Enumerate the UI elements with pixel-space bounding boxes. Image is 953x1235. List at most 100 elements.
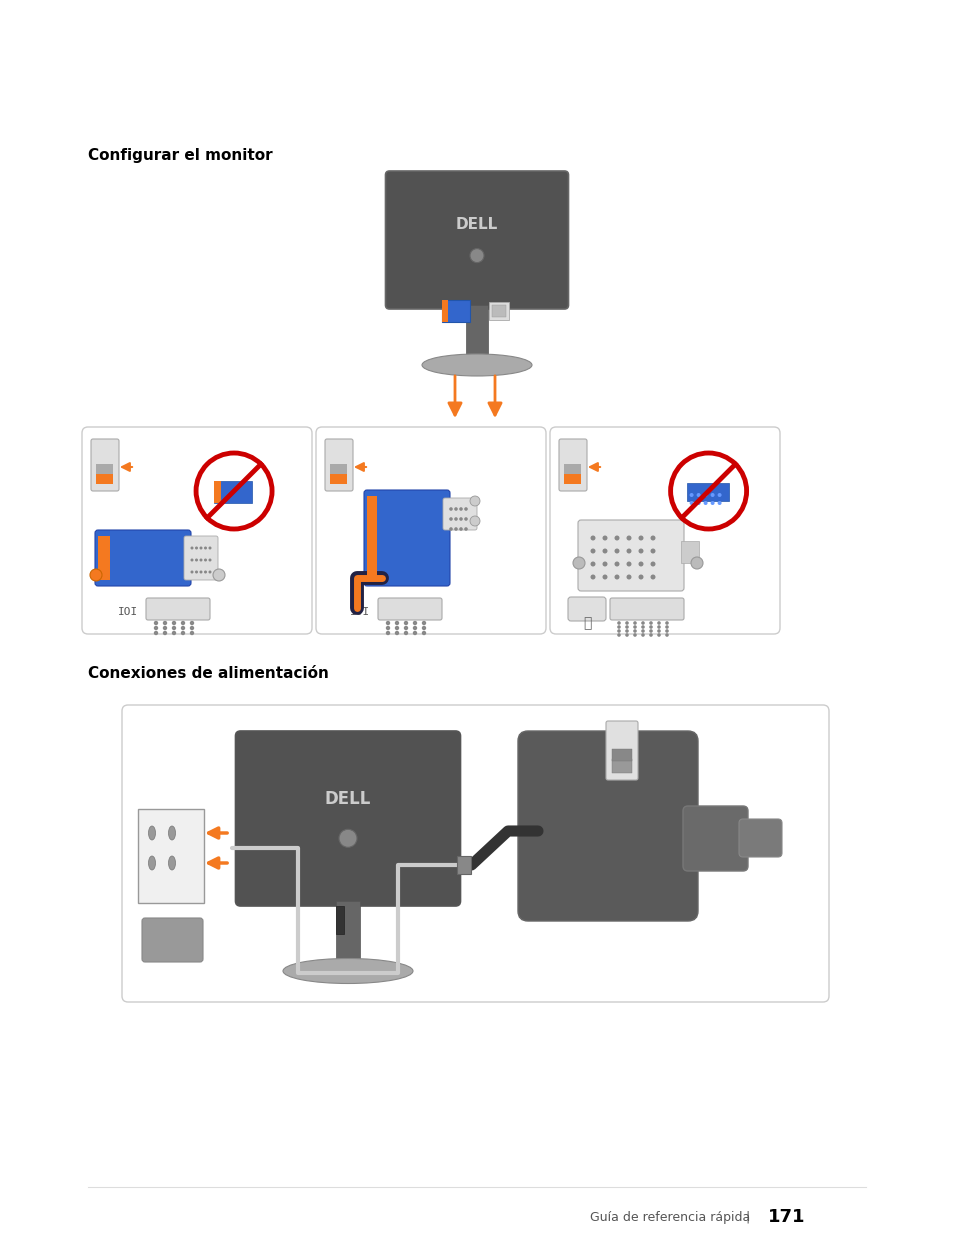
Circle shape <box>190 626 194 630</box>
Circle shape <box>617 629 620 632</box>
Circle shape <box>696 493 700 496</box>
Bar <box>330 464 347 474</box>
Circle shape <box>458 517 462 521</box>
Circle shape <box>449 517 453 521</box>
Circle shape <box>191 571 193 573</box>
Ellipse shape <box>149 856 155 869</box>
Bar <box>489 303 509 320</box>
Circle shape <box>190 631 194 635</box>
FancyBboxPatch shape <box>95 530 191 585</box>
FancyBboxPatch shape <box>442 498 476 530</box>
Bar <box>686 483 728 501</box>
Circle shape <box>650 574 655 579</box>
Circle shape <box>657 625 660 629</box>
Bar <box>213 480 252 503</box>
Circle shape <box>657 621 660 625</box>
FancyBboxPatch shape <box>122 705 828 1002</box>
Circle shape <box>717 501 720 505</box>
Ellipse shape <box>283 958 413 983</box>
Circle shape <box>614 574 618 579</box>
Circle shape <box>626 536 631 541</box>
Circle shape <box>458 527 462 531</box>
Bar <box>441 300 470 322</box>
Circle shape <box>689 493 693 496</box>
FancyBboxPatch shape <box>325 438 353 492</box>
Circle shape <box>199 547 202 550</box>
Circle shape <box>190 621 194 625</box>
Bar <box>612 748 631 761</box>
FancyBboxPatch shape <box>682 806 747 871</box>
Circle shape <box>640 625 644 629</box>
Circle shape <box>163 631 167 635</box>
Circle shape <box>626 562 631 567</box>
Circle shape <box>633 621 637 625</box>
Circle shape <box>464 527 467 531</box>
Circle shape <box>454 517 457 521</box>
FancyBboxPatch shape <box>364 490 450 585</box>
FancyBboxPatch shape <box>605 721 638 781</box>
Text: DELL: DELL <box>324 789 371 808</box>
Text: Conexiones de alimentación: Conexiones de alimentación <box>88 666 329 680</box>
FancyBboxPatch shape <box>377 598 441 620</box>
Circle shape <box>413 621 416 625</box>
Bar <box>96 464 112 474</box>
FancyBboxPatch shape <box>142 918 203 962</box>
Circle shape <box>664 634 668 637</box>
FancyBboxPatch shape <box>517 731 698 921</box>
Circle shape <box>590 536 595 541</box>
Text: ⎆: ⎆ <box>582 616 591 630</box>
Circle shape <box>194 547 198 550</box>
Circle shape <box>172 626 176 630</box>
Circle shape <box>470 248 483 263</box>
FancyBboxPatch shape <box>82 427 312 634</box>
Circle shape <box>626 574 631 579</box>
Circle shape <box>395 631 398 635</box>
Circle shape <box>204 547 207 550</box>
Circle shape <box>172 621 176 625</box>
FancyBboxPatch shape <box>315 427 545 634</box>
FancyBboxPatch shape <box>138 809 204 903</box>
Circle shape <box>633 625 637 629</box>
Circle shape <box>617 634 620 637</box>
Circle shape <box>163 626 167 630</box>
Circle shape <box>199 571 202 573</box>
Circle shape <box>689 501 693 505</box>
Circle shape <box>209 547 212 550</box>
Circle shape <box>454 508 457 511</box>
FancyBboxPatch shape <box>558 438 586 492</box>
Circle shape <box>617 625 620 629</box>
Circle shape <box>421 626 426 630</box>
Circle shape <box>703 501 707 505</box>
Circle shape <box>191 558 193 562</box>
Bar <box>563 472 580 484</box>
Circle shape <box>403 621 408 625</box>
Text: 171: 171 <box>767 1208 804 1226</box>
Bar <box>213 480 221 503</box>
Circle shape <box>194 571 198 573</box>
Circle shape <box>624 629 628 632</box>
Circle shape <box>181 626 185 630</box>
Circle shape <box>181 621 185 625</box>
FancyBboxPatch shape <box>567 597 605 621</box>
Circle shape <box>602 562 607 567</box>
Circle shape <box>649 625 652 629</box>
Circle shape <box>590 548 595 553</box>
Circle shape <box>421 631 426 635</box>
Circle shape <box>633 634 637 637</box>
Bar <box>335 902 359 966</box>
Circle shape <box>602 536 607 541</box>
Text: DELL: DELL <box>456 217 497 232</box>
Circle shape <box>614 536 618 541</box>
Ellipse shape <box>169 826 175 840</box>
Circle shape <box>657 629 660 632</box>
Circle shape <box>650 536 655 541</box>
Circle shape <box>181 631 185 635</box>
Circle shape <box>640 634 644 637</box>
Circle shape <box>633 629 637 632</box>
FancyBboxPatch shape <box>550 427 780 634</box>
Bar <box>465 305 488 359</box>
Circle shape <box>403 631 408 635</box>
Bar <box>563 464 580 474</box>
Circle shape <box>403 626 408 630</box>
Circle shape <box>626 548 631 553</box>
